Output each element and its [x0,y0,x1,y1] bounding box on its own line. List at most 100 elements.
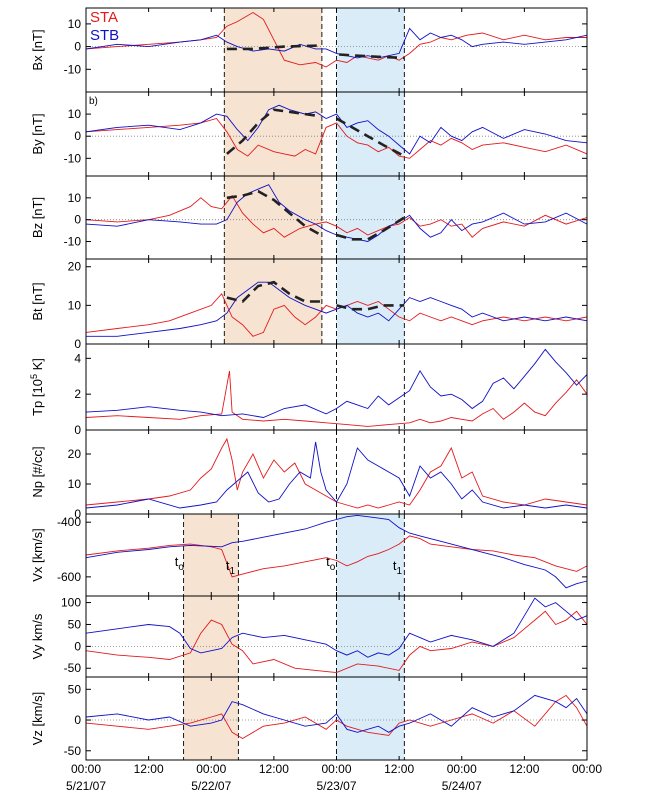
y-tick-label: 20 [68,447,82,461]
panel-6: 20 10 0 Np [#/cc] [30,429,588,521]
shaded-interval-sta_upper [224,92,322,176]
legend-stb: STB [90,27,119,44]
y-tick-label: -50 [64,661,82,675]
model-fit-curve [226,108,321,155]
y-tick-label: 4 [74,351,81,365]
y-tick-label: -50 [64,744,82,758]
shaded-interval-sta_upper [224,176,322,259]
panel-3: 10 0 -10 Bz [nT] [30,175,588,260]
y-tick-label: 20 [68,260,82,274]
series-stb-line [85,597,588,658]
y-tick-label: 50 [68,617,82,631]
x-tick-label: 12:00 [509,762,539,776]
y-tick-label: 0 [74,713,81,727]
panel-4: 20 10 0 Bt [nT] [30,258,588,351]
x-date-label: 5/24/07 [442,779,482,793]
series-sta-line [85,437,588,509]
y-tick-label: 0 [74,129,81,143]
x-date-label: 5/21/07 [66,779,106,793]
x-tick-label: 00:00 [447,762,477,776]
shaded-interval-stb_lower [336,596,405,677]
y-axis-label: Tp [105 K] [29,358,45,416]
series-sta-line [85,694,588,740]
model-fit-curve [226,44,321,51]
time-marker-label: t1 [226,558,236,577]
series-stb-line [85,184,588,242]
time-marker-label: t1 [393,558,403,577]
panel-2: 10 0 -10 By [nT] b) [30,91,588,177]
x-tick-label: 00:00 [321,762,351,776]
series-stb-line [85,694,588,733]
x-tick-label: 12:00 [259,762,289,776]
model-fit-curve [335,117,405,158]
y-tick-label: 0 [74,507,81,521]
series-stb-line [85,441,588,509]
shaded-interval-sta_upper [224,259,322,344]
y-axis-label: Bz [nT] [30,197,45,238]
series-sta-line [85,610,588,674]
y-tick-label: 10 [68,107,82,121]
y-tick-label: -400 [57,515,81,529]
y-tick-label: 2 [74,387,81,401]
y-tick-label: 0 [74,213,81,227]
y-tick-label: 0 [74,639,81,653]
y-tick-label: -10 [64,235,82,249]
y-axis-label: Vx [km/s] [30,528,45,581]
model-fit-curve [226,280,321,303]
series-stb-line [85,514,588,589]
y-axis-label: By [nT] [30,113,45,154]
y-axis-label: Np [#/cc] [30,446,45,497]
y-tick-label: 100 [61,596,81,610]
y-axis-label: Vy km/s [30,613,45,659]
x-tick-label: 12:00 [384,762,414,776]
y-axis-label: Vz [km/s] [30,692,45,745]
x-tick-label: 00:00 [572,762,602,776]
legend: STA STB [90,9,119,44]
shaded-interval-stb_upper [336,259,405,344]
panel-5: 4 2 0 Tp [105 K] [29,343,588,437]
x-tick-label: 12:00 [134,762,164,776]
y-tick-label: 10 [68,17,82,31]
panel-7: -400 -600 Vx [km/s] to t1 to t1 [30,513,588,597]
y-tick-label: 0 [74,40,81,54]
panel-1: 10 0 -10 Bx [nT] [30,7,588,93]
model-fit-curve [336,304,405,311]
x-date-label: 5/22/07 [191,779,231,793]
time-marker-label: to [326,554,336,573]
shaded-interval-sta_lower [183,596,239,677]
y-tick-label: 0 [74,423,81,437]
panel-9: 50 0 -50 Vz [km/s] [30,676,588,761]
model-fit-curve [339,53,405,60]
panel-8: 100 50 0 -50 Vy km/s [30,595,588,678]
series-sta-line [85,194,588,238]
shaded-interval-stb_upper [336,8,405,92]
x-date-label: 5/23/07 [316,779,356,793]
x-tick-label: 00:00 [196,762,226,776]
y-tick-label: -600 [57,570,81,584]
y-axis-label: Bt [nT] [30,282,45,320]
y-tick-label: 50 [68,682,82,696]
shaded-interval-stb_lower [336,677,405,760]
series-stb-line [85,104,588,155]
panel-sublabel: b) [89,96,98,107]
shaded-interval-stb_upper [336,176,405,259]
y-tick-label: 10 [68,477,82,491]
shaded-interval-sta_lower [183,514,239,596]
y-tick-label: -10 [64,151,82,165]
shaded-interval-sta_upper [224,8,322,92]
series-stb-line [85,348,588,418]
series-sta-line [85,535,588,578]
y-tick-label: 10 [68,191,82,205]
y-tick-label: 10 [68,298,82,312]
y-tick-label: -10 [64,62,82,76]
y-axis-label: Bx [nT] [30,29,45,70]
series-sta-line [85,11,587,68]
legend-sta: STA [90,9,118,26]
shaded-interval-sta_lower [183,677,239,760]
series-sta-line [85,370,588,427]
time-marker-label: to [175,554,185,573]
y-tick-label: 0 [74,337,81,351]
shaded-interval-stb_upper [336,92,405,176]
